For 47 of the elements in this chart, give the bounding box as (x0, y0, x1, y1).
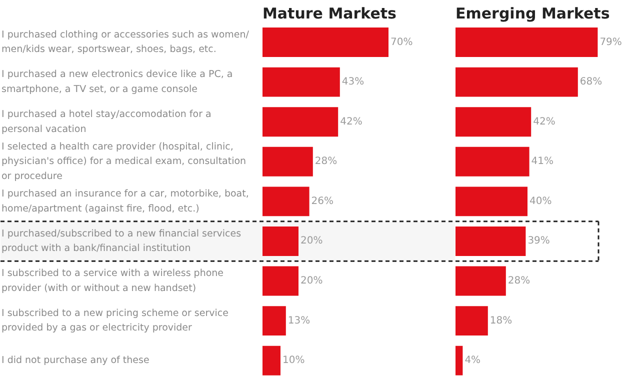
bar (456, 67, 578, 97)
y-tick-label: I subscribed to a service with a wireless phone provider (with or without a new handset) (2, 268, 224, 294)
bar (456, 28, 598, 57)
bar (262, 28, 388, 57)
bar (456, 226, 526, 256)
bar (262, 266, 298, 296)
data-label: 20% (300, 276, 323, 287)
bar (456, 146, 530, 176)
data-label: 41% (531, 156, 554, 168)
data-label: 13% (288, 315, 310, 326)
data-label: 20% (300, 236, 323, 247)
y-tick-label: I purchased a new electronics device like a PC, a smartphone, a TV set, or a game console (2, 69, 233, 95)
data-label: 43% (342, 76, 364, 88)
y-tick-label: I purchased an insurance for a car, motorbike, boat, home/apartment (against fire, flood, etc.) (2, 188, 249, 214)
bar (456, 107, 532, 137)
bar (262, 146, 313, 176)
data-label: 26% (311, 196, 334, 207)
data-label: 4% (464, 355, 481, 366)
y-tick-label: I purchased/subscribed to a new financial services product with a bank/financial institution (2, 228, 242, 254)
data-label: 79% (600, 36, 622, 48)
bar (262, 186, 310, 216)
data-label: 39% (528, 236, 550, 247)
data-label: 68% (580, 76, 602, 88)
bar (456, 186, 528, 216)
y-tick-label: I subscribed to a new pricing scheme or service provided by a gas or electricity provider (2, 308, 229, 334)
bar (262, 306, 286, 336)
bar (262, 226, 298, 256)
data-label: 40% (530, 196, 552, 207)
data-label: 42% (533, 116, 556, 128)
chart-title: Emerging Markets (456, 4, 610, 23)
y-tick-label: I did not purchase any of these (2, 355, 150, 366)
bar (262, 346, 280, 376)
bar (456, 346, 463, 376)
data-label: 42% (340, 116, 362, 128)
bar (456, 266, 506, 296)
data-label: 70% (390, 36, 413, 48)
data-label: 28% (508, 276, 530, 287)
y-tick-label: I purchased a hotel stay/accomodation for a personal vacation (2, 108, 212, 135)
data-label: 18% (490, 315, 512, 326)
y-tick-label: I selected a health care provider (hospital, clinic, physician's office) for a medical exam, consultation or procedure (2, 141, 246, 182)
chart-title: Mature Markets (262, 4, 397, 23)
bar (262, 67, 340, 97)
data-label: 28% (314, 156, 338, 168)
data-label: 10% (282, 355, 305, 366)
bar (456, 306, 488, 336)
y-tick-label: I purchased clothing or accessories such as women/ men/kids wear, sportswear, shoes, bags, etc. (2, 29, 250, 56)
bar (262, 107, 338, 137)
